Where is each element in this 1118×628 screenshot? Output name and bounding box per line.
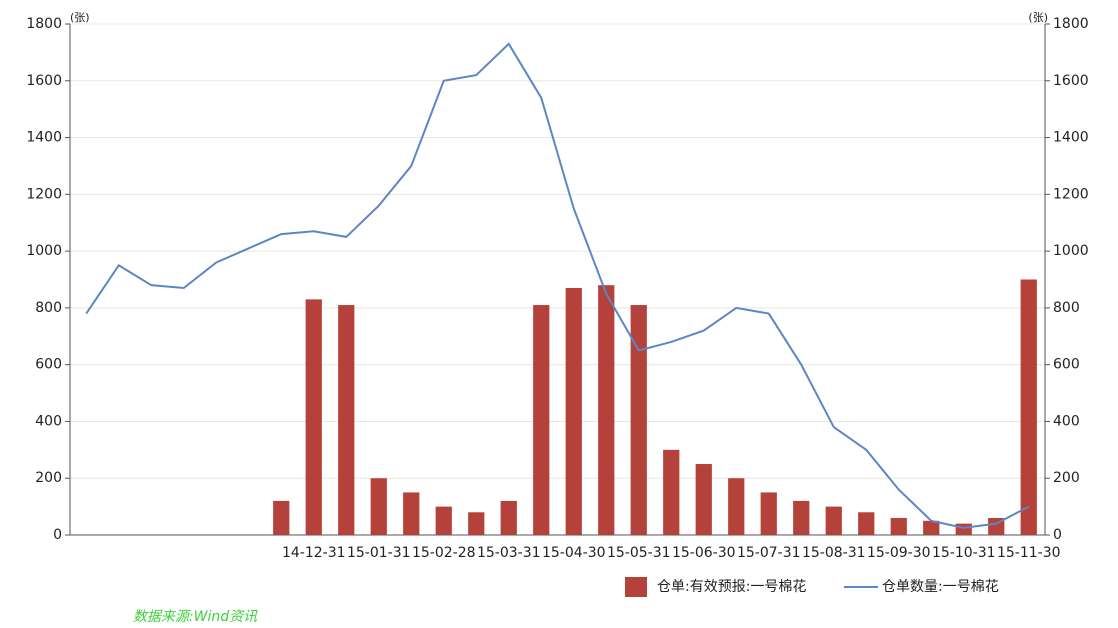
y-tick-label: 400: [35, 413, 62, 429]
x-tick-label: 15-02-28: [412, 545, 476, 561]
x-tick-label: 15-09-30: [867, 545, 931, 561]
y2-tick-label: 400: [1053, 413, 1080, 429]
y-tick-label: 1200: [26, 186, 62, 202]
y2-tick-label: 1000: [1053, 243, 1089, 259]
bar: [403, 492, 419, 535]
y-tick-label: 1800: [26, 16, 62, 32]
y-tick-label: 1400: [26, 130, 62, 146]
bar: [696, 464, 712, 535]
y-tick-label: 1600: [26, 73, 62, 89]
x-tick-label: 15-07-31: [737, 545, 801, 561]
bar: [468, 512, 484, 535]
y2-tick-label: 1200: [1053, 186, 1089, 202]
y2-tick-label: 0: [1053, 527, 1062, 543]
bar: [728, 478, 744, 535]
x-tick-label: 15-04-30: [542, 545, 606, 561]
legend-swatch: [625, 577, 647, 597]
x-tick-label: 15-03-31: [477, 545, 541, 561]
left-unit: (张): [70, 11, 90, 24]
bar: [1021, 280, 1037, 536]
source-note: 数据来源:Wind资讯: [133, 609, 258, 625]
y2-tick-label: 1800: [1053, 16, 1089, 32]
bar: [761, 492, 777, 535]
bar: [533, 305, 549, 535]
x-tick-label: 15-01-31: [347, 545, 411, 561]
x-tick-label: 15-10-31: [932, 545, 996, 561]
y2-tick-label: 600: [1053, 357, 1080, 373]
right-unit: (张): [1028, 11, 1048, 24]
y-tick-label: 800: [35, 300, 62, 316]
y2-tick-label: 200: [1053, 470, 1080, 486]
bar: [956, 524, 972, 535]
bar: [501, 501, 517, 535]
bar: [338, 305, 354, 535]
bar: [306, 299, 322, 535]
x-tick-label: 15-08-31: [802, 545, 866, 561]
x-tick-label: 14-12-31: [282, 545, 346, 561]
line: [86, 44, 1029, 528]
legend-label: 仓单:有效预报:一号棉花: [657, 578, 806, 595]
bar: [436, 507, 452, 535]
bar: [826, 507, 842, 535]
bar: [598, 285, 614, 535]
y-tick-label: 200: [35, 470, 62, 486]
y2-tick-label: 800: [1053, 300, 1080, 316]
bar: [663, 450, 679, 535]
y2-tick-label: 1400: [1053, 130, 1089, 146]
x-tick-label: 15-05-31: [607, 545, 671, 561]
legend-label: 仓单数量:一号棉花: [882, 578, 999, 595]
bar: [891, 518, 907, 535]
bar: [273, 501, 289, 535]
x-tick-label: 15-06-30: [672, 545, 736, 561]
y-tick-label: 600: [35, 357, 62, 373]
y-tick-label: 1000: [26, 243, 62, 259]
x-tick-label: 15-11-30: [997, 545, 1061, 561]
bar: [858, 512, 874, 535]
bar: [566, 288, 582, 535]
bar: [371, 478, 387, 535]
bar: [793, 501, 809, 535]
y2-tick-label: 1600: [1053, 73, 1089, 89]
y-tick-label: 0: [53, 527, 62, 543]
chart: (张) (张) 数据来源:Wind资讯 0 200 400 600 800 1000 120…: [0, 0, 1118, 628]
